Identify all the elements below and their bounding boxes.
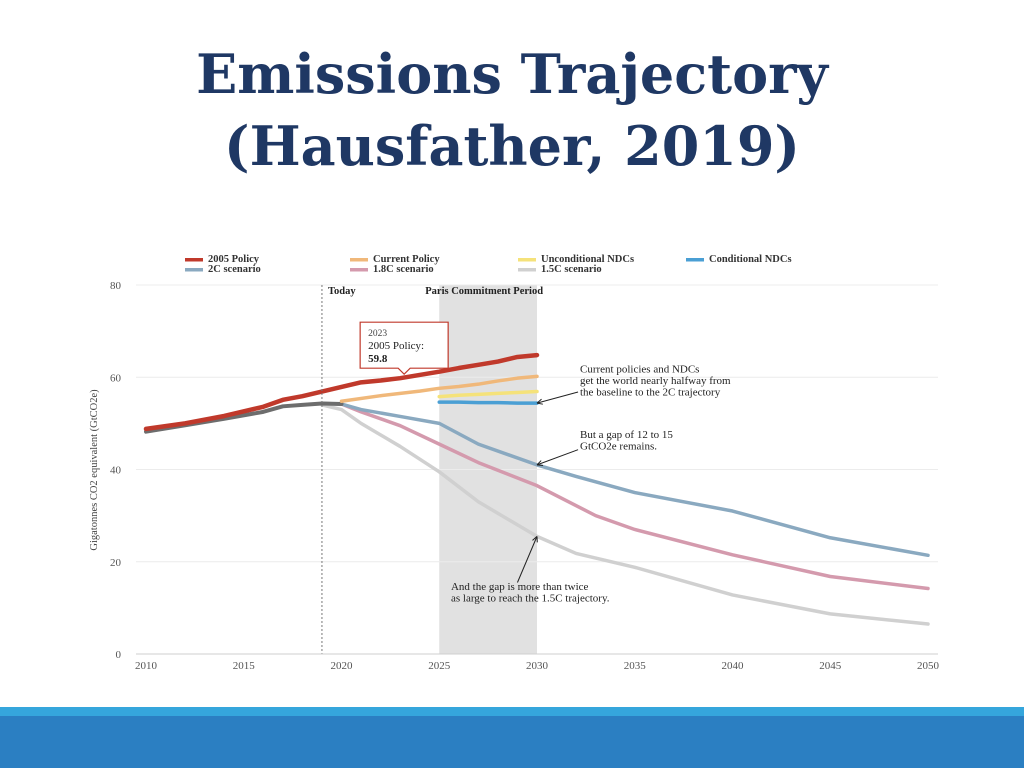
today-label: Today bbox=[328, 286, 356, 297]
legend-item: 2C scenario bbox=[185, 264, 261, 275]
series-line-2c-scenario bbox=[320, 401, 930, 558]
annotation-arrowhead bbox=[536, 398, 543, 405]
y-tick-label: 60 bbox=[110, 372, 122, 384]
x-tick-label: 2020 bbox=[331, 660, 354, 672]
annotation-arrow bbox=[536, 449, 579, 466]
annotation-arrowhead bbox=[532, 536, 538, 543]
annotation-arrowhead bbox=[536, 460, 544, 466]
legend-label: 1.5C scenario bbox=[541, 264, 602, 275]
x-tick-label: 2015 bbox=[233, 660, 256, 672]
slide-title-line-2: (Hausfather, 2019) bbox=[224, 114, 800, 178]
tooltip-year: 2023 bbox=[368, 329, 387, 339]
y-tick-label: 40 bbox=[110, 465, 122, 477]
series-line-1-5c-scenario bbox=[320, 403, 930, 626]
legend-swatch bbox=[518, 268, 536, 272]
slide-title: Emissions Trajectory (Hausfather, 2019) bbox=[0, 38, 1024, 182]
y-tick-label: 0 bbox=[116, 649, 122, 661]
legend-swatch bbox=[518, 258, 536, 262]
y-tick-label: 20 bbox=[110, 557, 122, 569]
annotation-text: Current policies and NDCs get the world n… bbox=[580, 364, 731, 399]
legend-item: Unconditional NDCs bbox=[518, 254, 634, 265]
legend-item: 1.5C scenario bbox=[518, 264, 602, 275]
series-line-unconditional-ndcs bbox=[437, 389, 539, 399]
y-axis-label: Gigatonnes CO2 equivalent (GtCO2e) bbox=[89, 389, 100, 551]
legend-label: Unconditional NDCs bbox=[541, 254, 634, 265]
footer-accent-stripe bbox=[0, 707, 1024, 716]
legend-item: Current Policy bbox=[350, 254, 440, 265]
slide-title-line-1: Emissions Trajectory bbox=[196, 42, 828, 106]
series-line-conditional-ndcs bbox=[437, 400, 539, 405]
legend-swatch bbox=[185, 258, 203, 262]
x-tick-label: 2045 bbox=[819, 660, 842, 672]
legend-label: 2C scenario bbox=[208, 264, 261, 275]
x-tick-label: 2010 bbox=[135, 660, 158, 672]
legend-item: 1.8C scenario bbox=[350, 264, 434, 275]
x-tick-label: 2035 bbox=[624, 660, 647, 672]
legend-label: Conditional NDCs bbox=[709, 254, 792, 265]
commitment-period-label: Paris Commitment Period bbox=[425, 286, 543, 297]
legend-item: Conditional NDCs bbox=[686, 254, 792, 265]
x-tick-label: 2025 bbox=[428, 660, 451, 672]
series-line-1-8c-scenario bbox=[320, 401, 930, 591]
tooltip-label: 2005 Policy: bbox=[368, 340, 424, 352]
x-tick-label: 2050 bbox=[917, 660, 940, 672]
legend-swatch bbox=[686, 258, 704, 262]
legend-label: 1.8C scenario bbox=[373, 264, 434, 275]
annotation-text: And the gap is more than twice as large t… bbox=[451, 581, 610, 605]
series-line-current-policy bbox=[339, 374, 539, 403]
x-tick-label: 2030 bbox=[526, 660, 549, 672]
x-tick-label: 2040 bbox=[722, 660, 745, 672]
legend-label: 2005 Policy bbox=[208, 254, 260, 265]
legend-swatch bbox=[185, 268, 203, 272]
annotation-arrow bbox=[536, 391, 579, 404]
legend-swatch bbox=[350, 268, 368, 272]
y-tick-label: 80 bbox=[110, 280, 122, 292]
legend-swatch bbox=[350, 258, 368, 262]
footer-band bbox=[0, 716, 1024, 768]
series-line-2005-policy bbox=[143, 352, 540, 432]
legend-label: Current Policy bbox=[373, 254, 440, 265]
annotation-arrow bbox=[516, 536, 538, 583]
annotation-text: But a gap of 12 to 15 GtCO2e remains. bbox=[580, 429, 673, 453]
tooltip-value: 59.8 bbox=[368, 353, 388, 365]
tooltip-box bbox=[359, 321, 449, 376]
legend-item: 2005 Policy bbox=[185, 254, 260, 265]
series-line-historical bbox=[144, 401, 344, 434]
